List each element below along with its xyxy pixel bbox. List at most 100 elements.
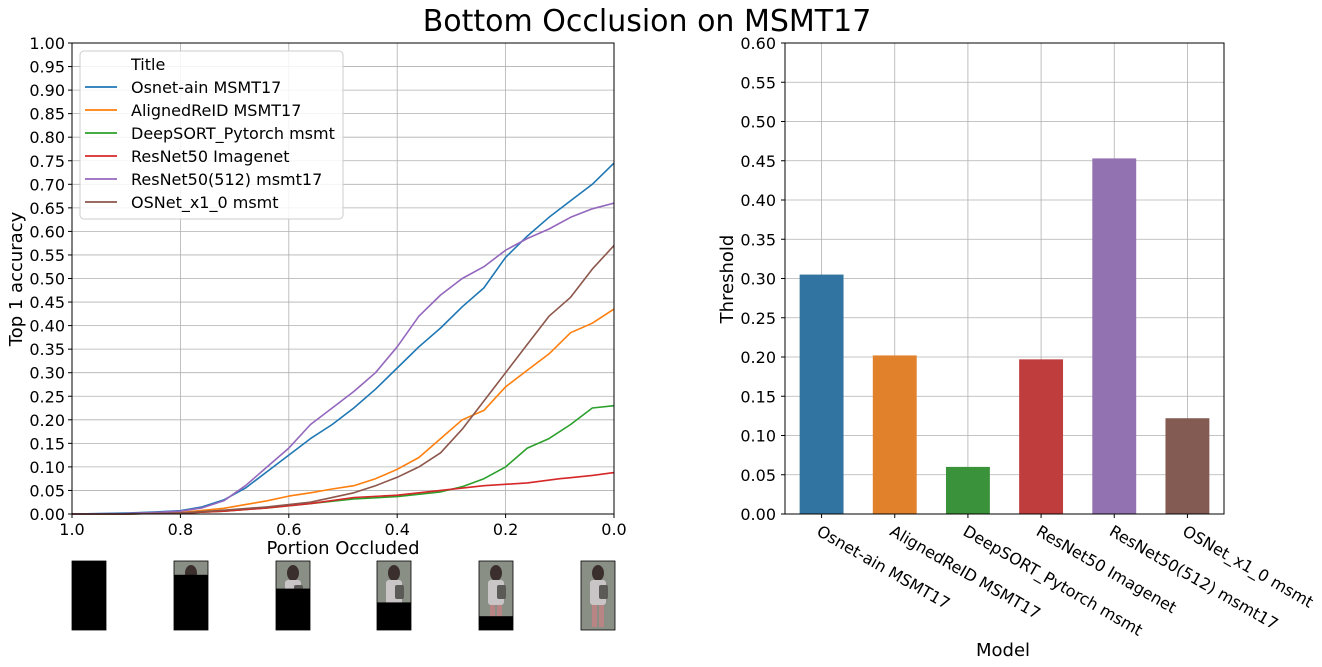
y-tick-label: 0.45 <box>740 152 776 171</box>
occlusion-mask <box>72 561 106 630</box>
x-tick-label: 0.2 <box>493 520 518 539</box>
x-axis-label: Portion Occluded <box>266 538 419 559</box>
person-head <box>287 565 299 581</box>
x-axis: 1.0 0.8 0.6 0.4 0.2 0.0 <box>59 514 627 539</box>
y-tick-label: 0.90 <box>29 81 65 100</box>
line-chart: 0.00 0.05 0.10 0.15 0.20 0.25 0.30 0.35 0.40 0.45… <box>6 34 627 559</box>
person-head <box>388 565 400 581</box>
person-bag <box>395 585 404 599</box>
series-line-osnet-x1-0-msmt <box>72 244 615 515</box>
figure-title: Bottom Occlusion on MSMT17 <box>423 4 872 39</box>
y-tick-label: 0.35 <box>740 230 776 249</box>
y-tick-label: 0.60 <box>740 34 776 53</box>
x-tick-label: 0.0 <box>601 520 626 539</box>
person-head <box>490 565 502 581</box>
person-leg <box>592 605 597 627</box>
bar-resnet50-imagenet <box>1019 359 1064 514</box>
thumbnail <box>580 560 616 631</box>
bar-resnet50-512-msmt17 <box>1092 158 1137 514</box>
bar-chart: 0.00 0.05 0.10 0.15 0.20 0.25 0.30 0.35 0.40 0.45… <box>717 34 1317 661</box>
occlusion-mask <box>276 588 310 630</box>
occlusion-mask <box>479 616 513 630</box>
occlusion-mask <box>377 602 411 630</box>
y-tick-label: 0.40 <box>29 317 65 336</box>
x-tick-label: 1.0 <box>59 520 84 539</box>
thumbnail <box>173 560 209 631</box>
y-axis-label: Top 1 accuracy <box>6 211 27 347</box>
thumbnail-border <box>275 560 311 631</box>
thumbnail <box>376 560 412 631</box>
y-tick-label: 0.05 <box>29 481 65 500</box>
series-line-alignedreid-msmt17 <box>72 308 615 515</box>
legend-title: Title <box>130 55 165 74</box>
y-tick-label: 0.30 <box>740 270 776 289</box>
y-tick-label: 0.00 <box>29 505 65 524</box>
legend-item-resnet50-512-msmt17: ResNet50(512) msmt17 <box>131 170 322 189</box>
y-tick-label: 0.20 <box>29 411 65 430</box>
thumbnail-border <box>71 560 107 631</box>
legend-item-resnet50-imagenet: ResNet50 Imagenet <box>131 147 289 166</box>
y-tick-label: 0.80 <box>29 128 65 147</box>
bars <box>799 158 1210 514</box>
legend: Title Osnet-ain MSMT17 AlignedReID MSMT17 D… <box>79 50 344 220</box>
y-tick-label: 0.40 <box>740 191 776 210</box>
y-tick-label: 0.25 <box>740 309 776 328</box>
y-tick-label: 0.70 <box>29 175 65 194</box>
y-tick-label: 0.55 <box>29 246 65 265</box>
bar-deepsort-pytorch-msmt <box>945 466 990 514</box>
legend-item-osnet-x1-0-msmt: OSNet_x1_0 msmt <box>131 193 279 213</box>
bar-alignedreid-msmt17 <box>872 355 917 514</box>
y-tick-label: 0.25 <box>29 387 65 406</box>
thumbnail <box>71 560 107 631</box>
x-tick-label: 0.8 <box>168 520 193 539</box>
thumbnail-border <box>173 560 209 631</box>
person-bag <box>599 585 608 599</box>
x-tick-label: Osnet-ain MSMT17 <box>814 521 954 613</box>
y-tick-label: 0.10 <box>29 458 65 477</box>
y-tick-label: 0.10 <box>740 427 776 446</box>
y-tick-label: 0.00 <box>740 505 776 524</box>
legend-item-alignedreid-msmt17: AlignedReID MSMT17 <box>131 101 301 120</box>
y-tick-label: 0.45 <box>29 293 65 312</box>
y-tick-label: 0.85 <box>29 105 65 124</box>
y-tick-label: 0.50 <box>29 270 65 289</box>
y-axis: 0.00 0.05 0.10 0.15 0.20 0.25 0.30 0.35 0.40 0.45… <box>740 34 785 524</box>
x-tick-label: 0.6 <box>276 520 301 539</box>
y-tick-label: 0.20 <box>740 348 776 367</box>
series-lines <box>71 162 615 515</box>
x-axis-label: Model <box>976 640 1030 661</box>
occlusion-thumbnails <box>71 560 616 631</box>
person-bag <box>497 585 506 599</box>
person-leg <box>599 605 604 627</box>
x-tick-label: 0.4 <box>384 520 409 539</box>
thumbnail-border <box>580 560 616 631</box>
y-tick-label: 0.30 <box>29 364 65 383</box>
y-tick-label: 0.65 <box>29 199 65 218</box>
series-line-resnet50-512-msmt17 <box>71 202 615 515</box>
legend-item-deepsort-pytorch-msmt: DeepSORT_Pytorch msmt <box>131 124 335 144</box>
person-head <box>592 565 604 581</box>
y-axis-label: Threshold <box>717 235 738 325</box>
bar-osnet-ain-msmt17 <box>799 274 844 514</box>
bar-osnet-x1-0-msmt <box>1165 418 1210 514</box>
y-tick-label: 0.75 <box>29 152 65 171</box>
thumbnail-border <box>478 560 514 631</box>
thumbnail <box>275 560 311 631</box>
thumbnail <box>478 560 514 631</box>
y-tick-label: 0.15 <box>29 434 65 453</box>
y-tick-label: 0.60 <box>29 222 65 241</box>
person-leg <box>490 605 495 627</box>
y-tick-label: 0.35 <box>29 340 65 359</box>
y-tick-label: 0.55 <box>740 73 776 92</box>
legend-box <box>79 50 344 220</box>
series-line-osnet-ain-msmt17 <box>71 162 615 515</box>
y-tick-label: 0.15 <box>740 387 776 406</box>
y-tick-label: 1.00 <box>29 34 65 53</box>
y-axis: 0.00 0.05 0.10 0.15 0.20 0.25 0.30 0.35 0.40 0.45… <box>29 34 72 524</box>
y-tick-label: 0.05 <box>740 466 776 485</box>
y-tick-label: 0.50 <box>740 113 776 132</box>
thumbnail-border <box>376 560 412 631</box>
person-leg <box>497 605 502 627</box>
